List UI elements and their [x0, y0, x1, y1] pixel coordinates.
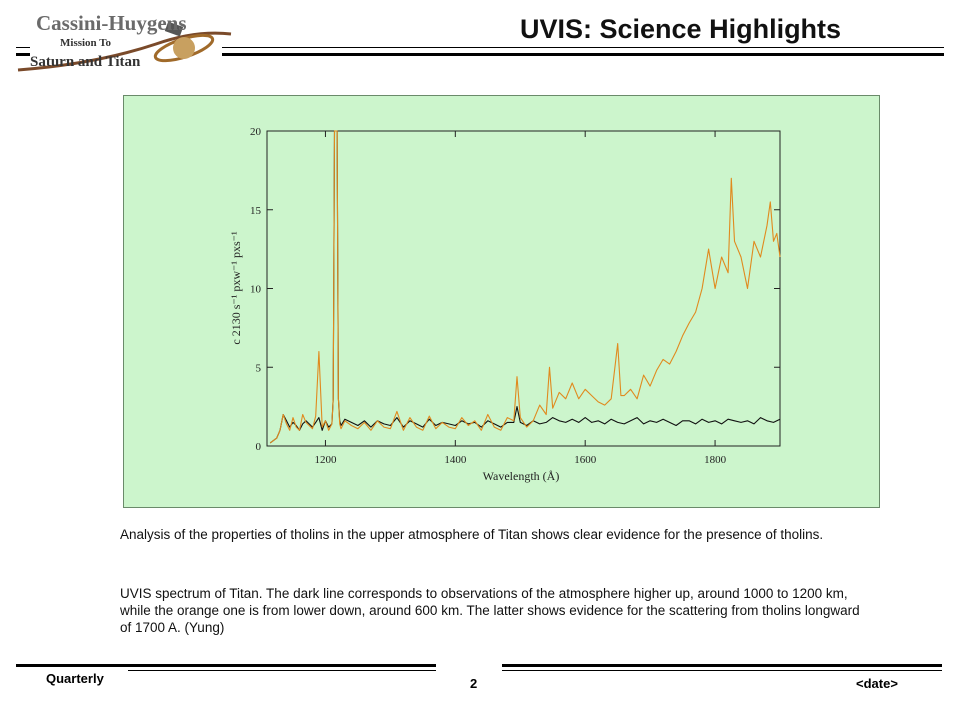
y-tick-label: 5	[256, 362, 262, 374]
footer-date: <date>	[856, 676, 898, 691]
x-tick-label: 1200	[314, 454, 337, 466]
header-rule-thick	[222, 53, 944, 56]
footer-rule-right-thin	[502, 670, 942, 671]
x-tick-label: 1600	[574, 454, 597, 466]
footer-rule-left-thin	[128, 670, 436, 671]
x-axis-label: Wavelength (Å)	[483, 469, 560, 483]
saturn-planet	[173, 37, 195, 59]
x-tick-label: 1400	[444, 454, 467, 466]
page-title: UVIS: Science Highlights	[520, 14, 842, 44]
y-axis-label: c 2130 s⁻¹ pxw⁻¹ pxs⁻¹	[229, 231, 243, 345]
page-number: 2	[470, 676, 478, 691]
logo-swoosh	[17, 31, 232, 72]
logo-line2: Mission To	[60, 37, 112, 49]
y-tick-label: 15	[250, 205, 262, 217]
spectrum-chart: 1200 1400 1600 1800 0 5 10 15 20 Wavelength (Å) …	[123, 95, 880, 508]
y-tick-label: 20	[250, 126, 262, 138]
y-tick-label: 0	[256, 441, 262, 453]
y-tick-label: 10	[250, 284, 262, 296]
analysis-paragraph: Analysis of the properties of tholins in…	[120, 527, 824, 542]
footer-rule-right	[502, 664, 942, 667]
series-line-orange	[269, 130, 781, 444]
header-rule-thin	[222, 47, 944, 48]
footer-rule-left	[16, 664, 436, 667]
logo-line3: Saturn and Titan	[30, 54, 141, 70]
header-rule-left-thin	[16, 47, 30, 48]
caption-paragraph: UVIS spectrum of Titan. The dark line co…	[120, 586, 860, 635]
footer-quarterly: Quarterly	[46, 671, 104, 686]
x-tick-label: 1800	[704, 454, 727, 466]
cassini-huygens-logo: Cassini-Huygens Mission To Saturn and Ti…	[6, 4, 234, 78]
spacecraft-icon	[164, 21, 184, 37]
logo-line1: Cassini-Huygens	[36, 11, 187, 35]
series-line-dark	[269, 130, 781, 444]
plot-frame	[266, 130, 781, 447]
header-rule-left-thick	[16, 53, 30, 56]
